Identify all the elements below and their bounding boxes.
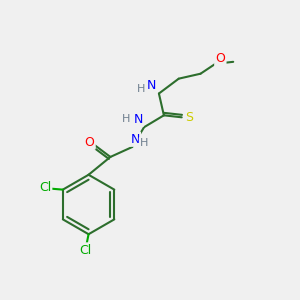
Text: Cl: Cl bbox=[80, 244, 92, 256]
Text: O: O bbox=[85, 136, 94, 148]
Text: H: H bbox=[140, 138, 148, 148]
Text: H: H bbox=[137, 84, 145, 94]
Text: O: O bbox=[215, 52, 225, 65]
Text: N: N bbox=[146, 79, 156, 92]
Text: H: H bbox=[122, 114, 130, 124]
Text: N: N bbox=[130, 133, 140, 146]
Text: S: S bbox=[184, 111, 193, 124]
Text: N: N bbox=[134, 113, 143, 126]
Text: Cl: Cl bbox=[39, 181, 51, 194]
